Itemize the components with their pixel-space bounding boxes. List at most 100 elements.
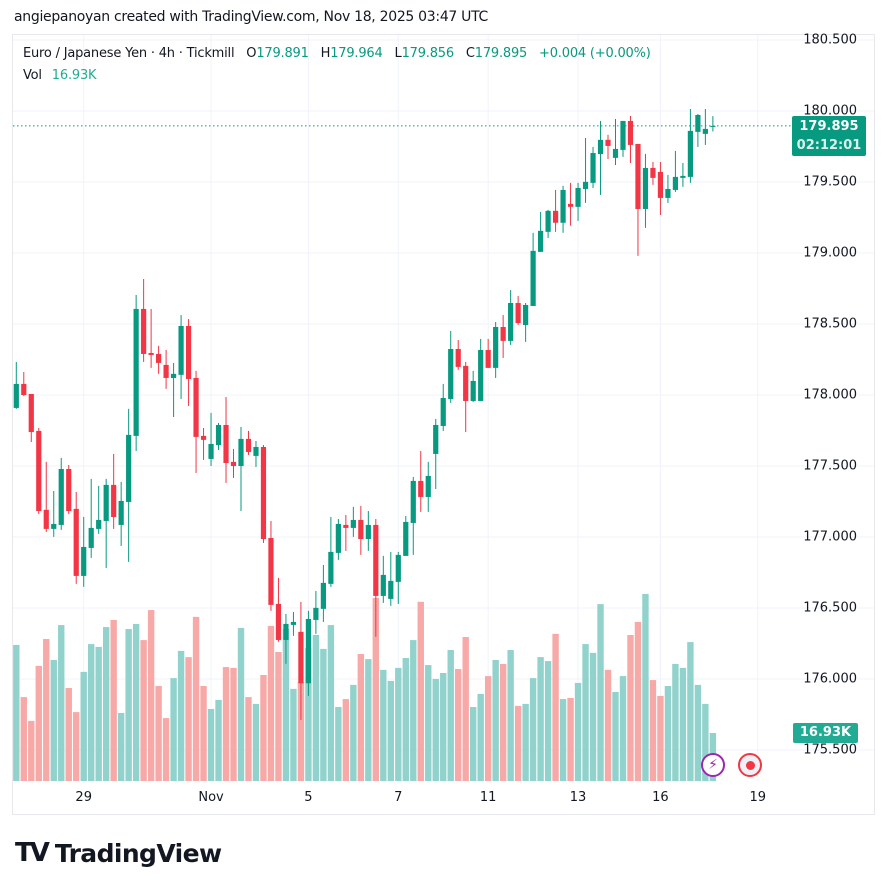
candle-up	[215, 424, 222, 445]
candle-up	[133, 308, 139, 436]
volume-bar	[627, 634, 634, 781]
candle-up	[478, 349, 484, 401]
price-tick-label: 177.000	[803, 529, 857, 545]
candle-down	[418, 480, 424, 497]
candle-up	[545, 210, 551, 232]
volume-bar	[417, 601, 424, 781]
volume-bar	[117, 712, 125, 781]
low-label: L	[394, 46, 402, 61]
volume-bar	[237, 627, 245, 781]
candle-up	[208, 443, 214, 459]
price-series	[13, 109, 716, 720]
volume-bar	[132, 623, 140, 781]
candle-up	[710, 125, 716, 127]
candle-up	[508, 302, 514, 341]
candle-down	[163, 364, 169, 378]
price-tick-label: 176.000	[803, 671, 857, 687]
volume-label[interactable]: Vol	[23, 68, 42, 83]
price-tick-label: 176.500	[803, 600, 857, 616]
record-icon[interactable]	[738, 753, 762, 777]
legend-volume-row: Vol 16.93K	[23, 67, 651, 89]
candle-down	[156, 353, 162, 363]
price-tick-label: 180.000	[803, 103, 857, 119]
volume-bar	[28, 720, 35, 781]
volume-bar	[13, 644, 20, 781]
volume-bar	[672, 663, 679, 781]
time-tick-label: 19	[749, 790, 767, 805]
volume-bar	[634, 621, 642, 781]
candle-up	[118, 500, 124, 525]
volume-bar	[440, 672, 447, 781]
candle-up	[126, 434, 132, 502]
candle-up	[320, 582, 326, 609]
time-tick-label: Nov	[198, 790, 224, 805]
candle-up	[538, 230, 544, 252]
volume-bar	[305, 648, 312, 781]
candle-up	[612, 148, 619, 158]
candle-down	[200, 435, 207, 440]
last-volume-tag: 16.93K	[793, 723, 858, 743]
candle-down	[193, 377, 199, 437]
volume-bar	[260, 674, 267, 781]
candle-down	[650, 167, 656, 178]
volume-bar	[687, 642, 694, 781]
candle-down	[21, 383, 27, 395]
candle-up	[575, 187, 581, 207]
price-tick-label: 177.500	[803, 458, 857, 474]
volume-bar	[372, 597, 380, 781]
volume-bar	[499, 663, 507, 781]
tradingview-wordmark: TradingView	[54, 838, 222, 868]
candle-down	[66, 468, 72, 512]
open-label: O	[246, 46, 257, 61]
volume-bar	[342, 699, 350, 781]
volume-bar	[507, 650, 514, 781]
volume-bar	[462, 636, 469, 781]
volume-bar	[529, 678, 537, 781]
candle-up	[560, 189, 566, 223]
volume-bar	[170, 678, 177, 781]
candle-down	[567, 203, 574, 207]
candle-down	[552, 210, 559, 223]
candle-down	[373, 524, 379, 596]
chart-frame	[12, 34, 875, 815]
symbol-name[interactable]: Euro / Japanese Yen · 4h · Tickmill	[23, 46, 235, 61]
volume-bar	[275, 652, 282, 781]
volume-bar	[612, 691, 619, 781]
time-tick-label: 5	[304, 790, 313, 805]
volume-bar	[110, 619, 117, 781]
volume-bar	[125, 629, 132, 781]
candle-up	[425, 475, 431, 497]
candle-up	[702, 128, 708, 134]
candle-down	[223, 424, 229, 464]
low-value: 179.856	[401, 46, 455, 61]
volume-bar	[484, 676, 492, 781]
volume-bar	[222, 667, 230, 781]
candle-up	[695, 114, 701, 132]
volume-bar	[58, 625, 65, 781]
candle-down	[515, 302, 521, 324]
candle-down	[36, 430, 42, 512]
volume-bar	[447, 650, 454, 781]
volume-bar	[649, 680, 657, 781]
volume-bar	[50, 659, 57, 781]
volume-bar	[514, 705, 522, 781]
high-value: 179.964	[330, 46, 383, 61]
lightning-icon[interactable]: ⚡︎	[701, 753, 725, 777]
chart-credit: angiepanoyan created with TradingView.co…	[14, 9, 489, 25]
volume-bar	[619, 676, 627, 781]
volume-bar	[215, 699, 222, 781]
candle-up	[597, 139, 604, 155]
volume-bar	[582, 644, 589, 781]
tradingview-logo[interactable]: TV TradingView	[15, 838, 222, 868]
candle-down	[73, 508, 79, 576]
candle-down	[141, 308, 147, 354]
volume-bar	[140, 640, 147, 781]
volume-bar	[395, 667, 402, 781]
volume-bar	[522, 703, 529, 781]
candle-up	[403, 521, 409, 556]
volume-series	[13, 593, 717, 781]
candle-down	[111, 484, 117, 517]
candle-up	[448, 348, 454, 399]
close-label: C	[465, 46, 475, 61]
